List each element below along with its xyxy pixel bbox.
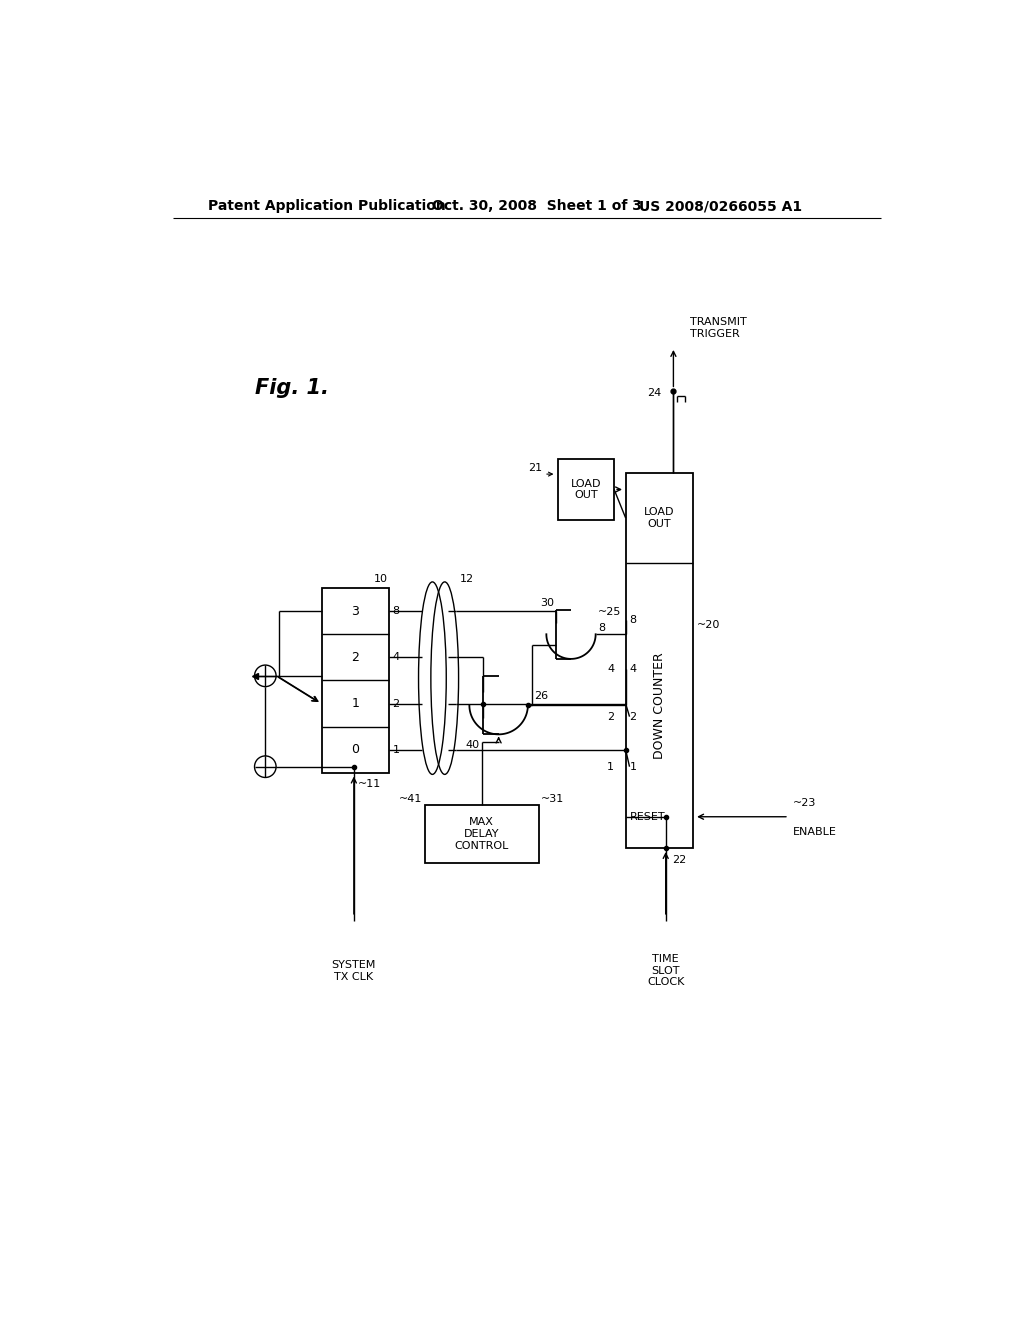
Text: ~41: ~41 (399, 795, 422, 804)
Text: 26: 26 (535, 690, 548, 701)
Text: DOWN COUNTER: DOWN COUNTER (653, 652, 666, 759)
Text: ~25: ~25 (598, 607, 622, 616)
Text: 1: 1 (630, 762, 637, 772)
Text: 2: 2 (607, 711, 614, 722)
Text: MAX
DELAY
CONTROL: MAX DELAY CONTROL (455, 817, 509, 850)
Text: 1: 1 (351, 697, 359, 710)
Text: TIME
SLOT
CLOCK: TIME SLOT CLOCK (647, 954, 684, 987)
Text: ENABLE: ENABLE (793, 828, 837, 837)
Bar (322, 589, 389, 774)
Text: 2: 2 (630, 711, 637, 722)
Bar (558, 459, 614, 520)
Text: 30: 30 (541, 598, 554, 609)
Bar (626, 473, 693, 849)
Text: 4: 4 (630, 664, 637, 675)
Text: 1: 1 (392, 744, 399, 755)
Text: TRANSMIT
TRIGGER: TRANSMIT TRIGGER (690, 317, 748, 339)
Text: 4: 4 (392, 652, 399, 663)
Text: 40: 40 (465, 741, 479, 750)
Text: ~23: ~23 (793, 797, 816, 808)
Text: 24: 24 (647, 388, 662, 399)
Text: 10: 10 (374, 574, 388, 583)
Text: ~31: ~31 (541, 795, 564, 804)
Text: ~20: ~20 (697, 620, 721, 630)
Text: Fig. 1.: Fig. 1. (255, 378, 329, 397)
Text: 2: 2 (392, 698, 399, 709)
Text: Patent Application Publication: Patent Application Publication (208, 199, 445, 213)
Text: 22: 22 (672, 855, 686, 865)
Text: US 2008/0266055 A1: US 2008/0266055 A1 (639, 199, 802, 213)
Text: 2: 2 (351, 651, 359, 664)
Text: 1: 1 (607, 762, 614, 772)
Text: 8: 8 (392, 606, 399, 616)
Text: 8: 8 (598, 623, 605, 634)
Bar (425, 805, 539, 863)
Text: 21: 21 (528, 463, 543, 473)
Text: LOAD
OUT: LOAD OUT (570, 479, 601, 500)
Text: 3: 3 (351, 605, 359, 618)
Text: ~11: ~11 (357, 779, 381, 788)
Text: 8: 8 (630, 615, 637, 626)
Text: Oct. 30, 2008  Sheet 1 of 3: Oct. 30, 2008 Sheet 1 of 3 (432, 199, 642, 213)
Text: RESET: RESET (630, 812, 666, 822)
Text: LOAD
OUT: LOAD OUT (644, 507, 675, 529)
Text: SYSTEM
TX CLK: SYSTEM TX CLK (332, 960, 376, 982)
Text: 0: 0 (351, 743, 359, 756)
Text: 12: 12 (460, 574, 474, 583)
Text: 4: 4 (607, 664, 614, 675)
